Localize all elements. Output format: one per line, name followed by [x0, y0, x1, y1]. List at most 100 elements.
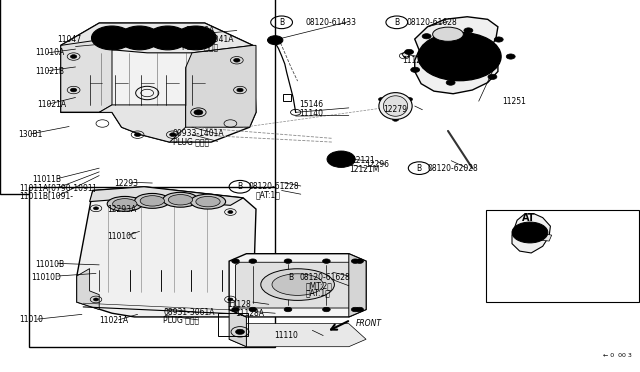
Circle shape [249, 259, 257, 263]
Text: 08120-61628: 08120-61628 [406, 18, 457, 27]
Circle shape [450, 51, 469, 62]
Circle shape [268, 36, 283, 45]
Text: 11110: 11110 [274, 331, 298, 340]
Circle shape [228, 298, 233, 301]
Circle shape [406, 97, 413, 101]
Text: 08120-61228: 08120-61228 [248, 182, 299, 191]
Text: ← 0  00 3: ← 0 00 3 [604, 353, 632, 358]
Text: 11010A: 11010A [186, 26, 215, 35]
Circle shape [284, 307, 292, 312]
Text: PLUG プラグ: PLUG プラグ [182, 42, 218, 51]
Circle shape [70, 55, 77, 58]
Circle shape [124, 29, 155, 47]
Circle shape [134, 133, 141, 137]
Circle shape [332, 154, 340, 158]
Text: PLUG プラグ: PLUG プラグ [173, 137, 209, 146]
Text: 11021B: 11021B [35, 67, 64, 76]
Circle shape [327, 151, 355, 167]
Text: 11128: 11128 [227, 300, 251, 309]
Polygon shape [415, 17, 498, 94]
Text: 11010C: 11010C [108, 232, 137, 241]
Circle shape [446, 80, 455, 85]
Ellipse shape [379, 93, 412, 119]
Text: 11011A[0790-1091]: 11011A[0790-1091] [19, 183, 96, 192]
Circle shape [237, 88, 243, 92]
Text: 11140: 11140 [300, 109, 324, 118]
Text: B: B [279, 18, 284, 27]
Circle shape [520, 227, 540, 238]
Text: 11121Z: 11121Z [402, 56, 431, 65]
Text: 11010: 11010 [19, 315, 44, 324]
Text: 12121: 12121 [351, 156, 374, 165]
Text: FRONT: FRONT [356, 319, 382, 328]
Circle shape [194, 110, 203, 115]
Polygon shape [61, 23, 256, 142]
Text: 00933-1401A: 00933-1401A [173, 129, 225, 138]
Polygon shape [229, 310, 246, 347]
Circle shape [428, 38, 492, 75]
Circle shape [232, 307, 239, 312]
Ellipse shape [168, 195, 193, 205]
Ellipse shape [383, 96, 408, 116]
Text: 08931-3041A: 08931-3041A [182, 35, 234, 44]
Polygon shape [77, 187, 256, 317]
Circle shape [170, 133, 176, 137]
Circle shape [234, 58, 240, 62]
Circle shape [512, 222, 548, 243]
Polygon shape [61, 38, 112, 112]
Circle shape [323, 259, 330, 263]
Circle shape [506, 54, 515, 59]
Circle shape [392, 118, 399, 121]
Circle shape [284, 259, 292, 263]
Ellipse shape [433, 27, 463, 41]
Ellipse shape [108, 196, 143, 211]
Circle shape [404, 49, 413, 55]
Circle shape [132, 33, 147, 42]
Circle shape [93, 207, 99, 210]
Circle shape [93, 298, 99, 301]
Circle shape [464, 28, 473, 33]
Polygon shape [349, 254, 366, 317]
Text: B: B [417, 164, 422, 173]
Polygon shape [61, 23, 253, 53]
Circle shape [236, 329, 244, 334]
Ellipse shape [191, 194, 226, 209]
Text: 08120-62028: 08120-62028 [428, 164, 478, 173]
Ellipse shape [272, 274, 323, 295]
FancyBboxPatch shape [29, 187, 275, 347]
Text: 12293A: 12293A [108, 205, 137, 214]
Text: 08931-3061A: 08931-3061A [163, 308, 214, 317]
Circle shape [104, 33, 120, 42]
Polygon shape [77, 269, 99, 310]
Text: PLUG プラグ: PLUG プラグ [163, 315, 199, 324]
Circle shape [70, 88, 77, 92]
Text: 11021A: 11021A [99, 316, 129, 325]
Text: 11021A: 11021A [37, 100, 67, 109]
Circle shape [175, 26, 216, 50]
Ellipse shape [196, 196, 220, 207]
Text: 11251: 11251 [518, 224, 542, 233]
Text: 08120-61433: 08120-61433 [306, 18, 357, 27]
Circle shape [92, 26, 132, 50]
Circle shape [97, 29, 127, 47]
Text: （AT:1）: （AT:1） [306, 289, 331, 298]
Circle shape [249, 307, 257, 312]
Polygon shape [402, 51, 410, 58]
Circle shape [442, 46, 477, 67]
Text: 11128A: 11128A [236, 309, 264, 318]
Circle shape [147, 26, 188, 50]
Circle shape [351, 307, 359, 312]
Text: 130B1: 130B1 [18, 130, 42, 139]
Polygon shape [186, 45, 256, 127]
Circle shape [323, 307, 330, 312]
Text: 11010D: 11010D [31, 273, 61, 282]
Circle shape [356, 259, 364, 263]
Circle shape [411, 67, 420, 73]
Text: 12296: 12296 [365, 160, 388, 169]
Circle shape [188, 33, 204, 42]
Text: 12279: 12279 [383, 105, 407, 114]
Text: B: B [394, 18, 399, 27]
Text: 11011B: 11011B [32, 175, 61, 184]
Ellipse shape [261, 269, 335, 301]
Circle shape [180, 29, 211, 47]
